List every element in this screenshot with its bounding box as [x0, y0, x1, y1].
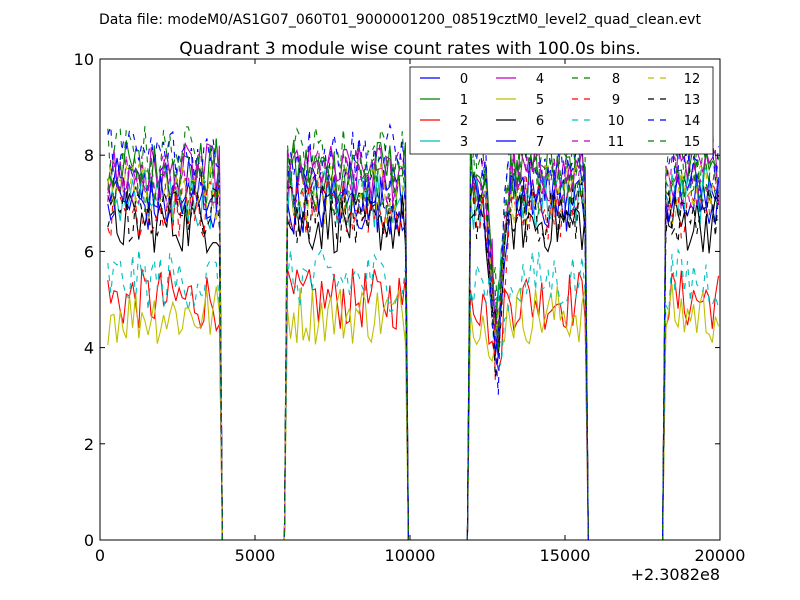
- x-tick-label: 5000: [235, 546, 276, 565]
- y-tick-label: 8: [84, 146, 94, 165]
- legend-label-15: 15: [684, 135, 701, 150]
- legend-label-8: 8: [612, 72, 620, 87]
- legend-label-11: 11: [608, 135, 625, 150]
- x-tick-label: 15000: [540, 546, 591, 565]
- legend-label-2: 2: [460, 114, 468, 129]
- legend-label-0: 0: [460, 72, 468, 87]
- legend-label-3: 3: [460, 135, 468, 150]
- series-line-10: [107, 247, 720, 541]
- data-file-suptitle: Data file: modeM0/AS1G07_060T01_90000012…: [99, 12, 701, 28]
- y-tick-label: 6: [84, 242, 94, 261]
- legend-label-1: 1: [460, 93, 468, 108]
- x-tick-label: 0: [95, 546, 105, 565]
- series-line-0: [107, 157, 720, 541]
- x-tick-label: 20000: [695, 546, 746, 565]
- series-line-2: [107, 268, 720, 541]
- legend-label-12: 12: [684, 72, 701, 87]
- y-tick-label: 2: [84, 435, 94, 454]
- legend-label-7: 7: [536, 135, 544, 150]
- y-tick-label: 4: [84, 339, 94, 358]
- series-line-7: [107, 174, 720, 541]
- legend-label-9: 9: [612, 93, 620, 108]
- series-line-12: [107, 163, 720, 541]
- series-line-6: [107, 191, 719, 541]
- y-tick-label: 10: [74, 50, 94, 69]
- series-line-1: [107, 139, 720, 541]
- x-tick-label: 10000: [385, 546, 436, 565]
- series-line-9: [107, 176, 719, 541]
- legend-label-5: 5: [536, 93, 544, 108]
- x-offset-label: +2.3082e8: [631, 565, 720, 584]
- legend-label-6: 6: [536, 114, 544, 129]
- series-line-3: [107, 165, 719, 541]
- legend-label-4: 4: [536, 72, 544, 87]
- legend-label-14: 14: [684, 114, 701, 129]
- series-line-13: [107, 182, 720, 541]
- legend-label-10: 10: [608, 114, 625, 129]
- series-lines: [107, 123, 720, 541]
- y-tick-label: 0: [84, 531, 94, 550]
- chart-title: Quadrant 3 module wise count rates with …: [179, 39, 640, 59]
- legend-box: [409, 66, 714, 155]
- legend-label-13: 13: [684, 93, 701, 108]
